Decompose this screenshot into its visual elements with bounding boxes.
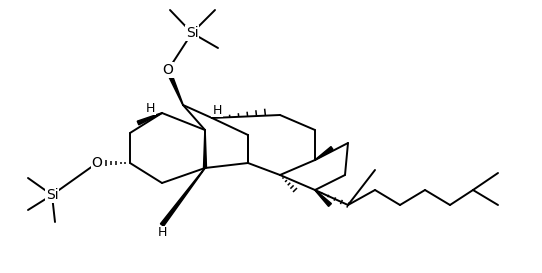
Text: H: H: [212, 103, 222, 117]
Polygon shape: [315, 147, 333, 160]
Polygon shape: [203, 130, 207, 168]
Text: O: O: [92, 156, 102, 170]
Text: O: O: [163, 63, 173, 77]
Text: Si: Si: [46, 188, 59, 202]
Text: H: H: [157, 227, 167, 239]
Text: Si: Si: [186, 26, 198, 40]
Polygon shape: [160, 168, 205, 226]
Polygon shape: [137, 113, 162, 125]
Polygon shape: [315, 190, 331, 206]
Text: H: H: [145, 102, 154, 114]
Polygon shape: [166, 69, 183, 105]
